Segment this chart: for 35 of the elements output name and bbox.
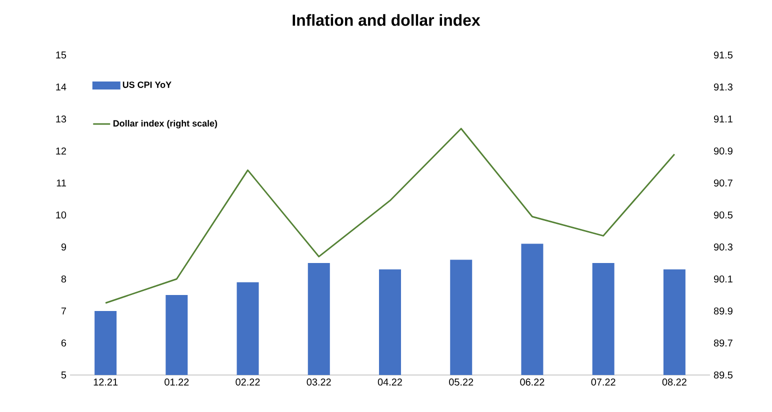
y2-tick-label: 90.3 — [714, 243, 732, 251]
y2-tick-label: 90.5 — [714, 211, 732, 219]
y2-tick-label: 91.5 — [714, 51, 732, 59]
legend-label: US CPI YoY — [122, 82, 172, 88]
y-tick-label: 8 — [61, 275, 66, 283]
x-tick-label: 03.22 — [306, 378, 331, 386]
y2-tick-label: 90.1 — [714, 275, 732, 283]
y-tick-label: 12 — [56, 148, 66, 154]
y2-tick-label: 90.9 — [714, 147, 732, 155]
y-tick-label: 10 — [56, 211, 66, 219]
y-tick-label: 6 — [61, 339, 66, 347]
x-tick-label: 06.22 — [520, 378, 544, 386]
y-tick-label: 11 — [56, 180, 66, 186]
chart-title: Inflation and dollar index — [292, 14, 480, 26]
y-tick-label: 7 — [61, 308, 66, 314]
legend-label: Dollar index (right scale) — [113, 120, 218, 128]
line-series — [104, 128, 676, 304]
y2-tick-label: 91.3 — [714, 83, 732, 91]
x-tick-label: 12.21 — [94, 378, 118, 386]
y-tick-label: 9 — [61, 243, 66, 251]
y2-tick-label: 90.7 — [714, 179, 732, 187]
x-tick-label: 01.22 — [164, 378, 189, 386]
y-tick-label: 5 — [61, 372, 66, 378]
y-tick-label: 14 — [56, 84, 66, 90]
y2-tick-label: 89.9 — [714, 307, 732, 315]
x-tick-label: 08.22 — [662, 378, 686, 386]
x-tick-label: 02.22 — [236, 378, 260, 386]
y-tick-label: 13 — [56, 115, 66, 123]
x-tick-label: 04.22 — [378, 378, 402, 386]
y2-tick-label: 89.5 — [714, 371, 732, 379]
x-tick-label: 05.22 — [449, 378, 474, 386]
y2-tick-label: 89.7 — [714, 339, 732, 347]
y-tick-label: 15 — [56, 52, 66, 58]
x-tick-label: 07.22 — [591, 378, 616, 386]
y2-tick-label: 91.1 — [714, 115, 732, 123]
